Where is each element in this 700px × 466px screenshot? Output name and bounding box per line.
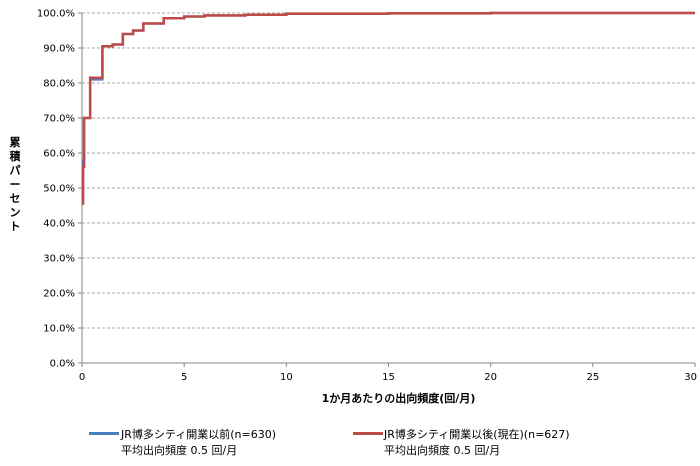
x-tick-labels: 0 5 10 15 20 25 30 bbox=[79, 372, 697, 383]
series-line-2 bbox=[81, 11, 695, 206]
y-tick-label: 90.0% bbox=[43, 44, 75, 55]
y-tick-label: 10.0% bbox=[43, 324, 75, 335]
x-tick-label: 25 bbox=[586, 372, 599, 383]
x-tick-label: 30 bbox=[684, 372, 697, 383]
x-tick-label: 5 bbox=[181, 372, 187, 383]
x-tick-label: 20 bbox=[484, 372, 497, 383]
axes bbox=[78, 12, 696, 367]
y-tick-label: 50.0% bbox=[43, 184, 75, 195]
series-lines bbox=[81, 11, 695, 206]
x-tick-label: 15 bbox=[382, 372, 395, 383]
y-tick-label: 30.0% bbox=[43, 254, 75, 265]
series-line-1 bbox=[81, 11, 695, 204]
y-tick-label: 60.0% bbox=[43, 149, 75, 160]
gridlines bbox=[82, 12, 695, 329]
y-tick-labels: 0.0% 10.0% 20.0% 30.0% 40.0% 50.0% 60.0% 70.0% 8… bbox=[37, 9, 75, 370]
y-axis-title: 累積パーセント bbox=[9, 136, 22, 233]
x-tick-label: 10 bbox=[280, 372, 293, 383]
y-tick-label: 40.0% bbox=[43, 219, 75, 230]
x-axis-title: 1か月あたりの出向頻度(回/月) bbox=[322, 391, 476, 405]
y-tick-label: 0.0% bbox=[50, 359, 75, 370]
y-tick-label: 80.0% bbox=[43, 79, 75, 90]
x-tick-label: 0 bbox=[79, 372, 85, 383]
y-tick-label: 70.0% bbox=[43, 114, 75, 125]
y-tick-label: 20.0% bbox=[43, 289, 75, 300]
y-tick-label: 100.0% bbox=[37, 9, 75, 20]
